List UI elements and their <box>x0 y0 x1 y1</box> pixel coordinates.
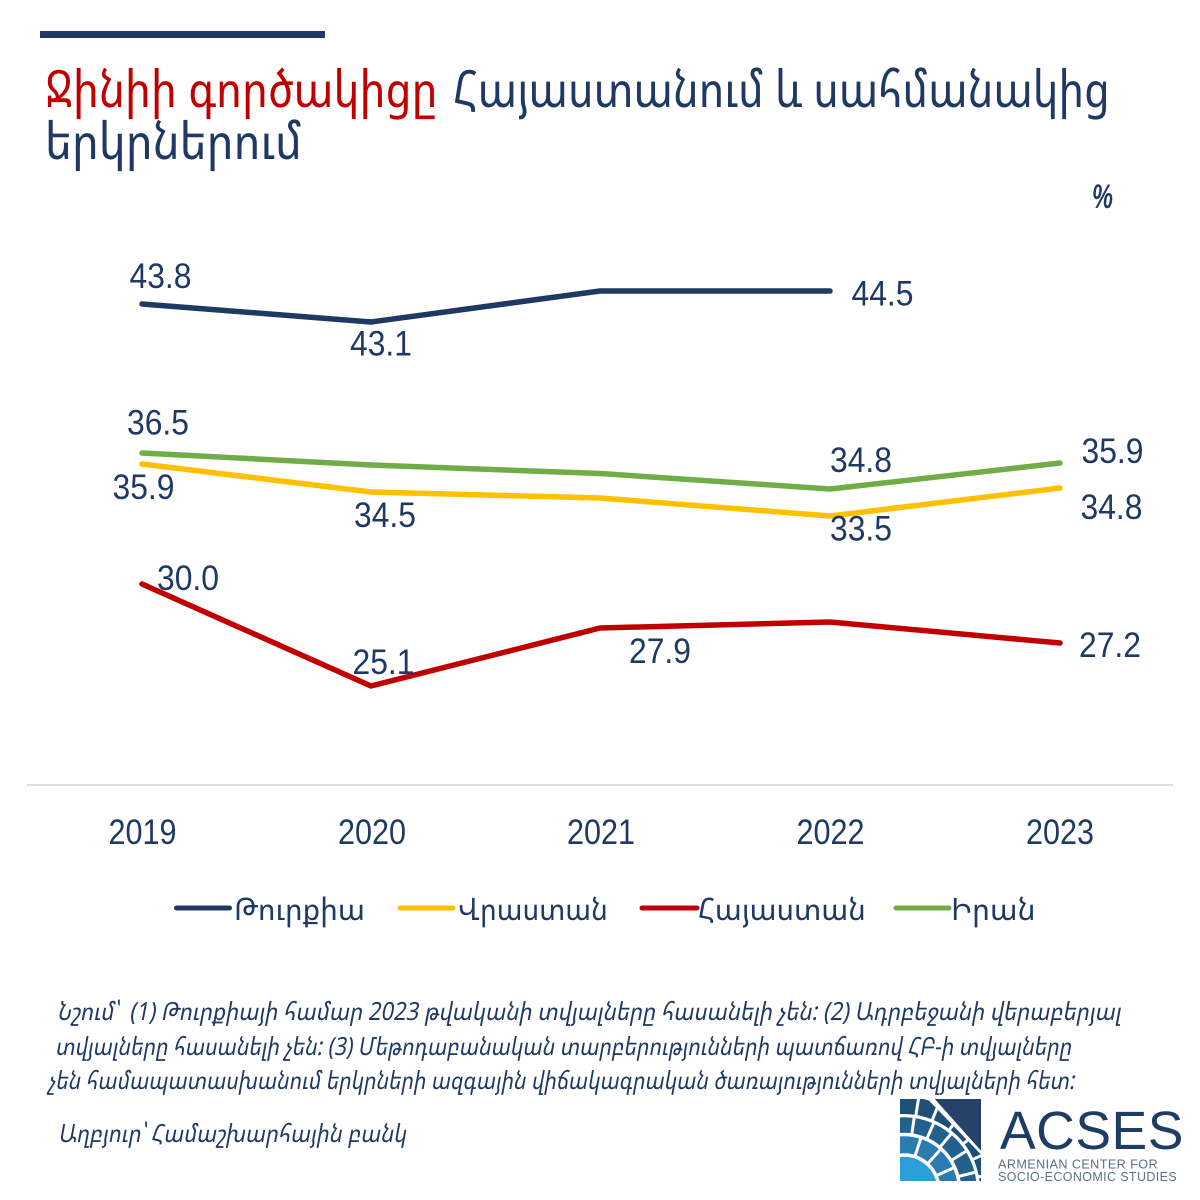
svg-text:27.2: 27.2 <box>1079 626 1141 665</box>
svg-text:34.5: 34.5 <box>354 496 416 535</box>
svg-text:2022: 2022 <box>797 813 865 852</box>
svg-text:33.5: 33.5 <box>830 510 892 549</box>
svg-text:25.1: 25.1 <box>353 643 415 682</box>
svg-text:2019: 2019 <box>109 813 177 852</box>
svg-text:2023: 2023 <box>1026 813 1094 852</box>
svg-text:34.8: 34.8 <box>830 441 892 480</box>
svg-text:27.9: 27.9 <box>629 632 691 671</box>
svg-text:30.0: 30.0 <box>157 559 219 598</box>
svg-text:34.8: 34.8 <box>1081 488 1143 527</box>
svg-text:ARMENIAN CENTER FOR: ARMENIAN CENTER FOR <box>998 1157 1158 1172</box>
svg-text:2021: 2021 <box>567 813 635 852</box>
svg-text:35.9: 35.9 <box>1082 432 1144 471</box>
svg-text:%: % <box>1092 178 1113 216</box>
svg-text:36.5: 36.5 <box>127 404 189 443</box>
svg-text:SOCIO-ECONOMIC STUDIES: SOCIO-ECONOMIC STUDIES <box>998 1169 1177 1184</box>
svg-text:ACSES: ACSES <box>1000 1102 1184 1161</box>
svg-text:43.8: 43.8 <box>130 257 192 296</box>
svg-text:35.9: 35.9 <box>113 468 175 507</box>
svg-text:2020: 2020 <box>338 813 406 852</box>
svg-text:43.1: 43.1 <box>350 325 412 364</box>
svg-text:44.5: 44.5 <box>852 275 914 314</box>
